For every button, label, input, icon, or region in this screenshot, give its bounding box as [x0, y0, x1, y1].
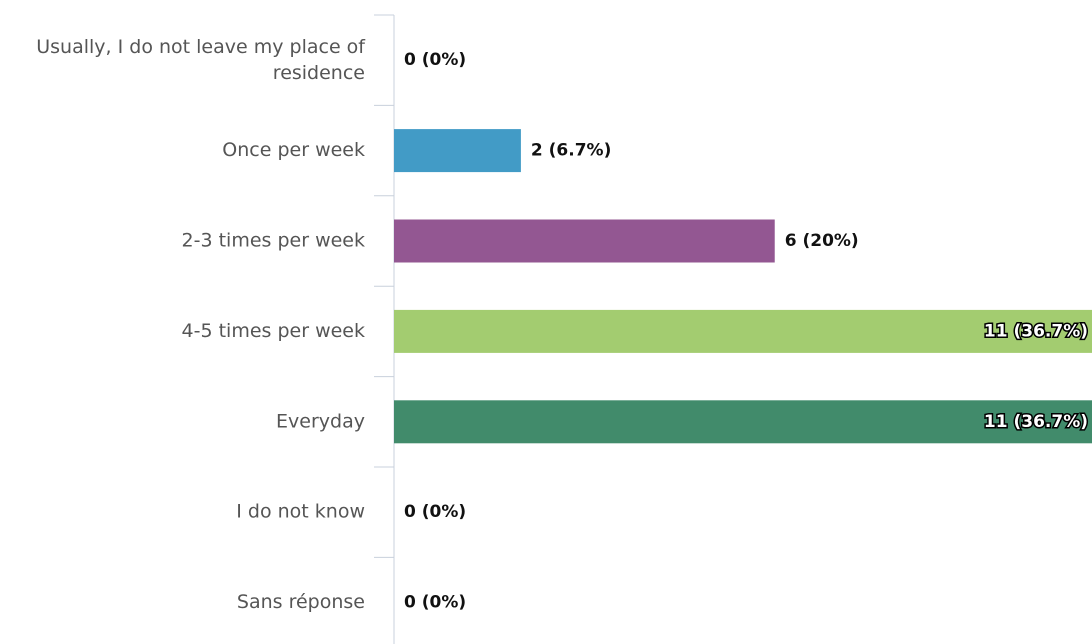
category-label: 2-3 times per week [182, 230, 365, 252]
value-label: 11 (36.7%) [984, 321, 1088, 341]
category-label: Everyday [276, 410, 365, 432]
category-label: Once per week [222, 139, 365, 161]
category-label: 4-5 times per week [182, 320, 365, 342]
category-label: Sans réponse [237, 591, 365, 613]
bar [394, 219, 775, 263]
category-label: Usually, I do not leave my place of resid… [36, 36, 366, 84]
value-label: 6 (20%) [785, 231, 859, 251]
value-label: 0 (0%) [404, 50, 466, 70]
value-label: 0 (0%) [404, 593, 466, 613]
bar [394, 129, 521, 173]
value-label: 2 (6.7%) [531, 141, 611, 161]
category-label: I do not know [236, 501, 365, 523]
bar [394, 309, 1092, 353]
value-label: 11 (36.7%) [984, 412, 1088, 432]
value-label: 0 (0%) [404, 502, 466, 522]
bar [394, 400, 1092, 444]
